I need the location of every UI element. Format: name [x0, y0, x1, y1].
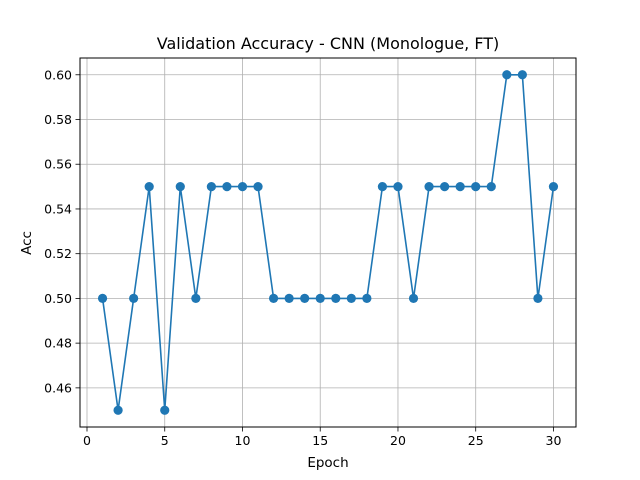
data-point	[502, 70, 512, 80]
data-point	[408, 293, 419, 304]
data-point	[362, 293, 372, 304]
data-point	[191, 293, 201, 304]
data-point	[129, 293, 139, 304]
y-tick-label: 0.48	[44, 336, 72, 351]
x-tick-label: 20	[390, 433, 406, 448]
data-point	[377, 181, 388, 192]
y-tick-label: 0.56	[44, 157, 72, 172]
data-point	[548, 181, 559, 192]
x-tick-label: 30	[546, 433, 562, 448]
x-tick-label: 0	[83, 433, 91, 448]
x-tick-label: 15	[312, 433, 328, 448]
data-point	[222, 181, 232, 192]
data-point	[97, 293, 108, 304]
data-point	[486, 181, 496, 192]
data-point	[346, 293, 356, 304]
data-point	[175, 181, 185, 192]
data-point	[206, 181, 216, 192]
y-tick-label: 0.58	[44, 112, 72, 127]
data-point	[424, 181, 434, 192]
data-point	[533, 293, 543, 304]
data-point	[455, 181, 465, 192]
data-point	[253, 181, 263, 192]
data-point	[237, 181, 248, 192]
data-point	[440, 181, 450, 192]
data-point	[517, 70, 527, 80]
x-axis-label: Epoch	[307, 455, 348, 471]
series-group	[97, 70, 559, 415]
x-tick-label: 10	[235, 433, 251, 448]
data-point	[268, 293, 279, 304]
data-point	[113, 405, 123, 415]
y-axis: 0.46 0.48 0.50 0.52 0.54 0.56 0.58 0.60	[44, 67, 80, 395]
data-point	[160, 405, 170, 415]
chart-title: Validation Accuracy - CNN (Monologue, FT…	[157, 34, 500, 53]
y-axis-label: Acc	[19, 231, 35, 255]
plot-frame	[79, 57, 577, 428]
data-point	[471, 181, 481, 192]
y-tick-label: 0.60	[44, 67, 72, 82]
y-tick-label: 0.50	[44, 291, 72, 306]
x-tick-label: 5	[161, 433, 169, 448]
data-point	[284, 293, 294, 304]
y-tick-label: 0.46	[44, 380, 72, 395]
x-axis: 0 5 10 15 20 25 30	[83, 427, 561, 448]
data-point	[331, 293, 341, 304]
data-point	[300, 293, 310, 304]
y-tick-label: 0.54	[44, 201, 72, 216]
data-point	[144, 181, 154, 192]
data-point	[393, 181, 403, 192]
y-tick-label: 0.52	[44, 246, 72, 261]
x-tick-label: 25	[468, 433, 484, 448]
data-point	[315, 293, 325, 304]
